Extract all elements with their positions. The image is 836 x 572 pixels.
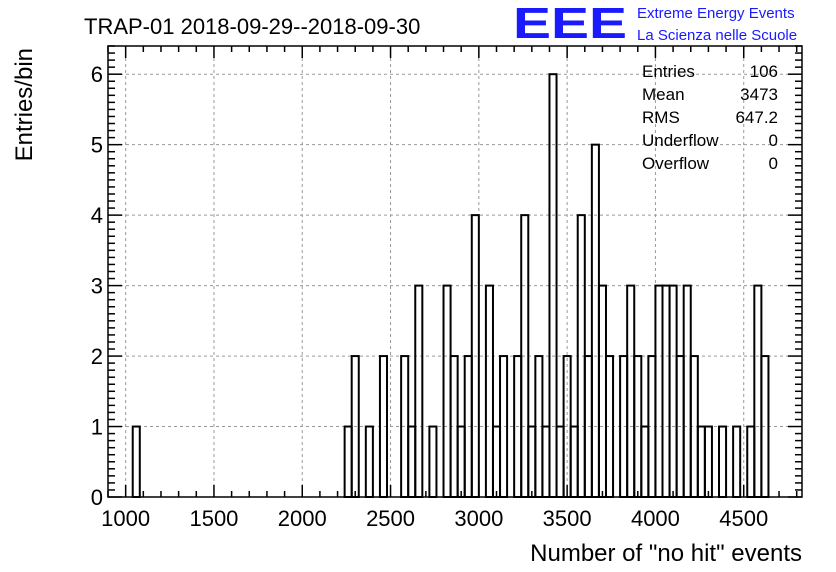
histogram-bin [654,284,664,498]
stat-value: 647.2 [735,108,778,127]
x-tick-label: 3500 [543,506,592,531]
chart-title: TRAP-01 2018-09-29--2018-09-30 [84,14,420,39]
histogram-bin [661,284,671,498]
y-tick-label: 1 [91,415,103,440]
stat-label: Overflow [642,154,710,173]
histogram-bin [131,425,141,498]
histogram-bin [640,425,650,498]
x-tick-label: 2500 [366,506,415,531]
histogram-bin [682,284,692,498]
stat-label: Mean [642,85,685,104]
stat-label: Entries [642,62,695,81]
histogram-bin [428,425,438,498]
histogram-bin [527,425,537,498]
histogram-bin [569,425,579,498]
stat-value: 0 [769,131,778,150]
histogram-bin [703,425,713,498]
histogram-bin [364,425,374,498]
y-tick-label: 5 [91,133,103,158]
histogram-bin [597,284,607,498]
y-tick-label: 0 [91,485,103,510]
y-tick-label: 2 [91,344,103,369]
stat-value: 0 [769,154,778,173]
histogram-bin [491,425,502,498]
histogram-bin [626,284,636,498]
logo-letters: EEE [513,0,627,48]
stat-label: RMS [642,108,680,127]
axes [107,45,803,498]
y-axis-label: Entries/bin [11,48,38,161]
histogram-bin [555,425,565,498]
y-tick-label: 4 [91,203,103,228]
x-tick-label: 4500 [719,506,768,531]
logo-line-2: La Scienza nelle Scuole [637,27,797,44]
x-tick-label: 2000 [278,506,327,531]
histogram-bin [753,284,763,498]
stat-value: 106 [750,62,778,81]
logo-line-1: Extreme Energy Events [637,5,795,22]
histogram-bin [414,284,424,498]
x-axis-label: Number of "no hit" events [530,540,802,567]
eee-logo: EEE Extreme Energy Events La Scienza nel… [513,0,797,48]
y-tick-label: 3 [91,274,103,299]
x-tick-label: 1000 [101,506,150,531]
y-tick-label: 6 [91,62,103,87]
histogram-bin [732,425,742,498]
histogram-bin [746,425,756,498]
x-tick-label: 4000 [631,506,680,531]
histogram-bin [541,425,551,498]
x-tick-label: 1500 [189,506,238,531]
histogram-bars [131,73,770,498]
histogram-bin [456,425,466,498]
stat-value: 3473 [740,85,778,104]
stats-box: Entries 106 Mean 3473 RMS 647.2 Underflow 0 Over… [642,62,778,173]
histogram-bin [484,284,494,498]
histogram-bin [442,284,452,498]
histogram-bin [407,425,417,498]
histogram-bin [590,143,600,498]
tick-labels: 1000 1500 2000 2500 3000 3500 4000 4500 0 1 2 3 4 5 6 [91,62,768,531]
histogram-bin [718,425,728,498]
x-tick-label: 3000 [454,506,503,531]
histogram-bin [696,425,706,498]
stat-label: Underflow [642,131,719,150]
histogram-bin [668,284,678,498]
histogram-bin [343,425,353,498]
